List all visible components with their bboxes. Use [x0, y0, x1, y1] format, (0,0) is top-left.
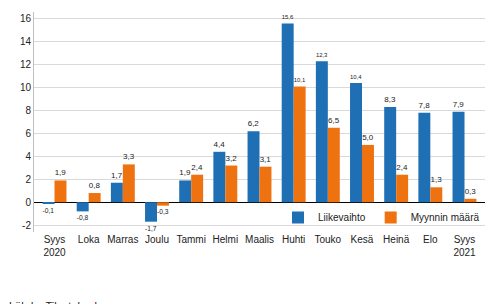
svg-text:6: 6: [25, 128, 31, 139]
svg-text:3,1: 3,1: [260, 155, 272, 164]
svg-text:1,9: 1,9: [179, 168, 191, 177]
svg-text:2: 2: [25, 174, 31, 185]
svg-text:Liikevaihto: Liikevaihto: [318, 212, 366, 223]
svg-text:12,3: 12,3: [316, 52, 328, 58]
svg-text:8,3: 8,3: [384, 95, 396, 104]
svg-text:-0,1: -0,1: [43, 207, 55, 214]
svg-text:7,8: 7,8: [419, 101, 431, 110]
svg-text:4,4: 4,4: [214, 140, 226, 149]
svg-text:Syys2021: Syys2021: [453, 234, 476, 258]
svg-text:Loka: Loka: [78, 234, 100, 245]
svg-text:Myynnin määrä: Myynnin määrä: [411, 212, 480, 223]
svg-text:6,2: 6,2: [248, 119, 260, 128]
svg-text:15,6: 15,6: [282, 14, 294, 20]
svg-text:Heinä: Heinä: [383, 234, 410, 245]
svg-text:Tammi: Tammi: [176, 234, 205, 245]
svg-text:-0,8: -0,8: [77, 214, 89, 221]
svg-text:1,3: 1,3: [430, 175, 442, 184]
svg-text:-2: -2: [22, 220, 31, 231]
svg-text:Joulu: Joulu: [145, 234, 169, 245]
svg-text:2,4: 2,4: [191, 163, 203, 172]
svg-text:1,7: 1,7: [111, 171, 123, 180]
svg-text:10,1: 10,1: [294, 77, 306, 83]
svg-text:Syys2020: Syys2020: [43, 234, 66, 258]
svg-text:Elo: Elo: [423, 234, 438, 245]
svg-text:0: 0: [25, 197, 31, 208]
svg-text:12: 12: [20, 59, 32, 70]
svg-text:1,9: 1,9: [55, 168, 67, 177]
svg-text:3,2: 3,2: [225, 154, 237, 163]
svg-text:0,3: 0,3: [465, 187, 477, 196]
svg-text:16: 16: [20, 13, 32, 24]
svg-text:3,3: 3,3: [123, 152, 135, 161]
svg-text:Huhti: Huhti: [282, 234, 305, 245]
svg-text:5,0: 5,0: [362, 133, 374, 142]
svg-text:Lähde: Tilastokeskus: Lähde: Tilastokeskus: [9, 300, 112, 304]
svg-text:Maalis: Maalis: [245, 234, 274, 245]
svg-text:Marras: Marras: [107, 234, 138, 245]
svg-text:10: 10: [20, 82, 32, 93]
svg-text:-1,7: -1,7: [145, 225, 157, 232]
svg-text:Kesä: Kesä: [351, 234, 374, 245]
svg-text:2,4: 2,4: [396, 163, 408, 172]
svg-text:10,4: 10,4: [350, 74, 362, 80]
svg-text:-0,3: -0,3: [157, 208, 169, 215]
svg-text:6,5: 6,5: [328, 116, 340, 125]
svg-text:8: 8: [25, 105, 31, 116]
svg-text:Touko: Touko: [314, 234, 341, 245]
svg-text:0,8: 0,8: [89, 181, 101, 190]
svg-text:14: 14: [20, 36, 32, 47]
svg-text:7,9: 7,9: [453, 100, 465, 109]
svg-text:Helmi: Helmi: [213, 234, 239, 245]
svg-text:4: 4: [25, 151, 31, 162]
